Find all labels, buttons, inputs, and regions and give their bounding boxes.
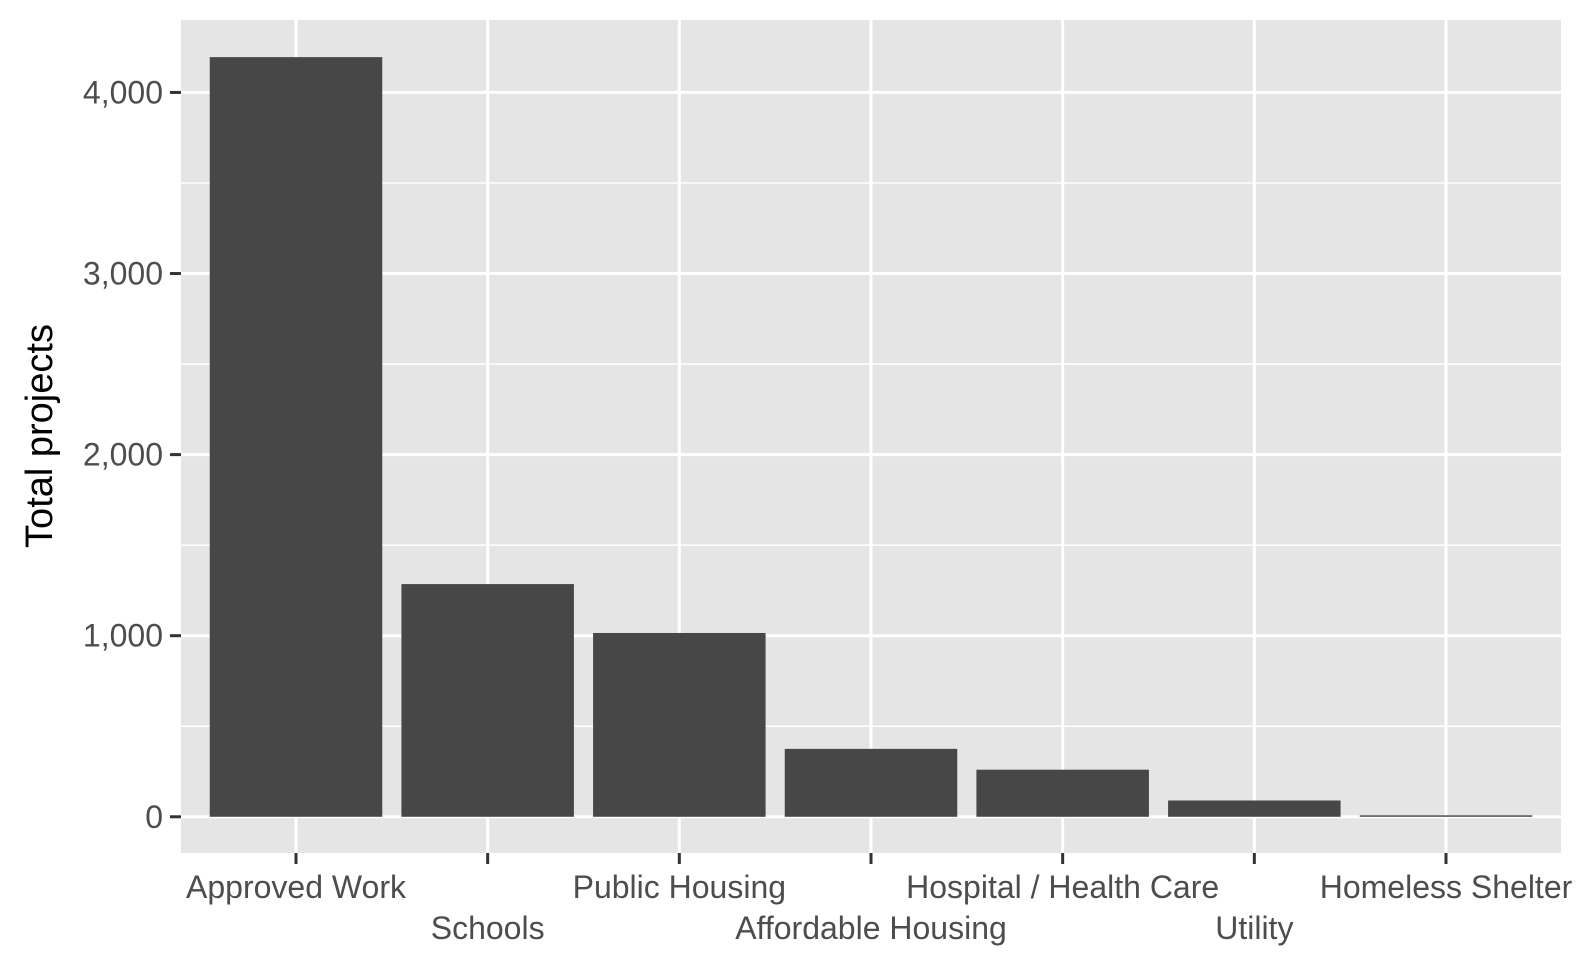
y-tick-label: 1,000 <box>83 618 163 654</box>
y-tick-label: 4,000 <box>83 74 163 110</box>
x-tick-label: Approved Work <box>186 869 407 905</box>
y-axis-title: Total projects <box>19 324 61 548</box>
x-tick-label: Utility <box>1215 910 1293 946</box>
bar <box>976 769 1149 817</box>
y-tick-label: 3,000 <box>83 256 163 292</box>
bar <box>209 57 383 817</box>
x-axis: Approved Work Schools Public Housing Afford… <box>186 853 1573 946</box>
bar <box>593 632 766 817</box>
y-tick-label: 2,000 <box>83 437 163 473</box>
x-tick-label: Schools <box>431 910 545 946</box>
y-tick-label: 0 <box>145 799 163 835</box>
bar <box>401 584 574 817</box>
x-tick-label: Affordable Housing <box>735 910 1007 946</box>
bar <box>1168 800 1341 817</box>
x-tick-label: Hospital / Health Care <box>906 869 1219 905</box>
bars <box>209 57 1533 817</box>
bar <box>784 748 958 817</box>
y-axis: 0 1,000 2,000 3,000 4,000 <box>83 74 181 835</box>
bar <box>1359 815 1533 817</box>
x-tick-label: Public Housing <box>573 869 786 905</box>
x-tick-label: Homeless Shelter <box>1320 869 1573 905</box>
